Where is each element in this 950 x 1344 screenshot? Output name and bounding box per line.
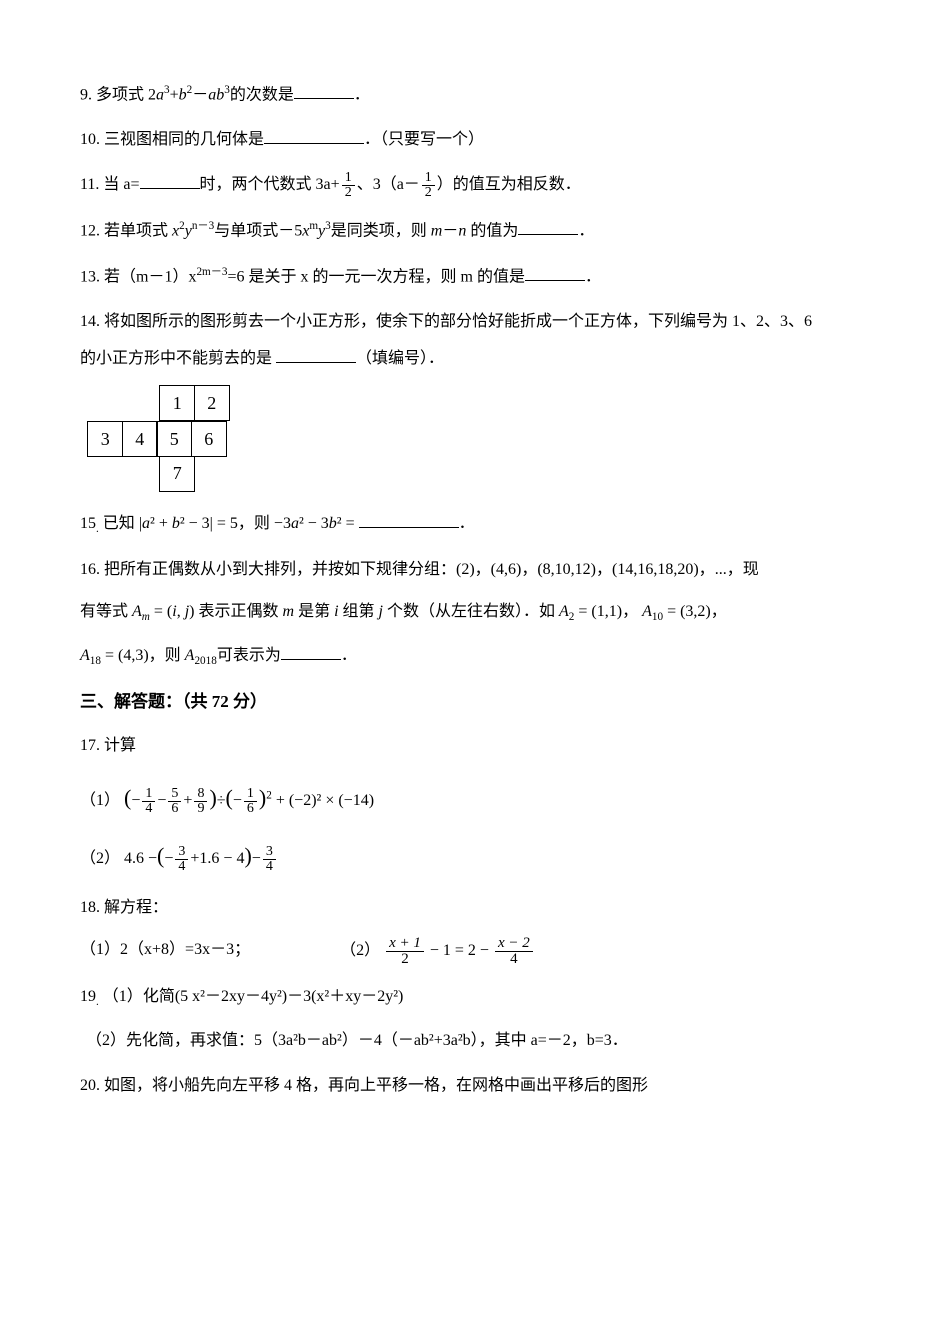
net-cell: 5: [156, 421, 192, 457]
q-num: 16.: [80, 561, 100, 578]
a18: A18 = (4,3): [80, 647, 149, 664]
cube-net-figure: 1 2 3 4 5 6 7: [88, 386, 880, 493]
q-num: 17.: [80, 737, 100, 754]
a10: A10 = (3,2): [642, 603, 711, 620]
q-num: 20.: [80, 1077, 100, 1094]
q-num: 9.: [80, 86, 92, 103]
question-13: 13. 若（m－1）x2m－3=6 是关于 x 的一元一次方程，则 m 的值是．: [80, 262, 880, 292]
blank: [140, 172, 200, 190]
q-num: 10.: [80, 131, 100, 148]
question-11: 11. 当 a=时，两个代数式 3a+12、3（a－12）的值互为相反数．: [80, 171, 880, 200]
var-a: a: [156, 86, 164, 103]
q-num: 15: [80, 515, 96, 532]
question-15: 15. 已知 |a² + b² − 3| = 5，则 −3a² − 3b² = …: [80, 510, 880, 539]
question-10: 10. 三视图相同的几何体是．（只要写一个）: [80, 126, 880, 155]
question-17: 17. 计算 （1） (−14−56+89)÷(−16)2 + (−2)² × …: [80, 732, 880, 876]
expr: −3a² − 3b² =: [274, 515, 355, 532]
net-cell: 7: [159, 456, 195, 492]
blank: [276, 345, 356, 363]
fraction: 12: [422, 171, 435, 200]
a2018: A2018: [185, 647, 217, 664]
q-num: 14.: [80, 313, 100, 330]
blank: [264, 127, 364, 145]
question-18: 18. 解方程： （1）2（x+8）=3x－3； （2） x + 12 − 1 …: [80, 894, 880, 968]
question-12: 12. 若单项式 x2yn－3与单项式－5xmy3是同类项，则 m－n 的值为．: [80, 216, 880, 246]
q-text: 三视图相同的几何体是: [104, 131, 264, 148]
section-3-header: 三、解答题：（共 72 分）: [80, 687, 880, 718]
blank: [525, 264, 585, 282]
blank: [294, 82, 354, 100]
blank: [281, 642, 341, 660]
q17-sub2: （2） 4.6 −(−34+1.6 − 4)−34: [80, 836, 880, 876]
q19-sub2: （2）先化简，再求值：5（3a²b－ab²）－4（－ab²+3a²b），其中 a…: [86, 1027, 880, 1056]
blank: [359, 511, 459, 529]
net-cell: 3: [87, 421, 123, 457]
net-cell: 6: [191, 421, 227, 457]
q-text: 多项式 2: [96, 86, 156, 103]
blank: [518, 218, 578, 236]
am-expr: Am = (i, j): [132, 603, 194, 620]
net-cell: 2: [194, 385, 230, 421]
q-num: 11.: [80, 176, 99, 193]
question-16: 16. 把所有正偶数从小到大排列，并按如下规律分组：(2)，(4,6)，(8,1…: [80, 556, 880, 671]
fraction: 12: [342, 171, 355, 200]
q-title: 计算: [104, 737, 136, 754]
question-20: 20. 如图，将小船先向左平移 4 格，再向上平移一格，在网格中画出平移后的图形: [80, 1072, 880, 1101]
q17-sub1: （1） (−14−56+89)÷(−16)2 + (−2)² × (−14): [80, 778, 880, 818]
q18-sub1: （1）2（x+8）=3x－3；: [80, 936, 250, 967]
q-num: 12.: [80, 222, 100, 239]
q18-sub2: （2） x + 12 − 1 = 2 − x − 24: [340, 936, 535, 967]
a2: A2 = (1,1): [559, 603, 622, 620]
question-19: 19. （1）化简(5 x²－2xy－4y²)－3(x²＋xy－2y²) （2）…: [80, 983, 880, 1055]
q-num: 19: [80, 988, 96, 1005]
var-b: b: [179, 86, 187, 103]
question-9: 9. 多项式 2a3+b2－ab3的次数是．: [80, 80, 880, 110]
q-num: 13.: [80, 268, 100, 285]
question-14: 14. 将如图所示的图形剪去一个小正方形，使余下的部分恰好能折成一个正方体，下列…: [80, 308, 880, 492]
net-cell: 1: [159, 385, 195, 421]
net-cell: 4: [122, 421, 158, 457]
q-num: 18.: [80, 899, 100, 916]
abs-expr: |a² + b² − 3|: [139, 515, 213, 532]
q-title: 解方程：: [104, 899, 168, 916]
